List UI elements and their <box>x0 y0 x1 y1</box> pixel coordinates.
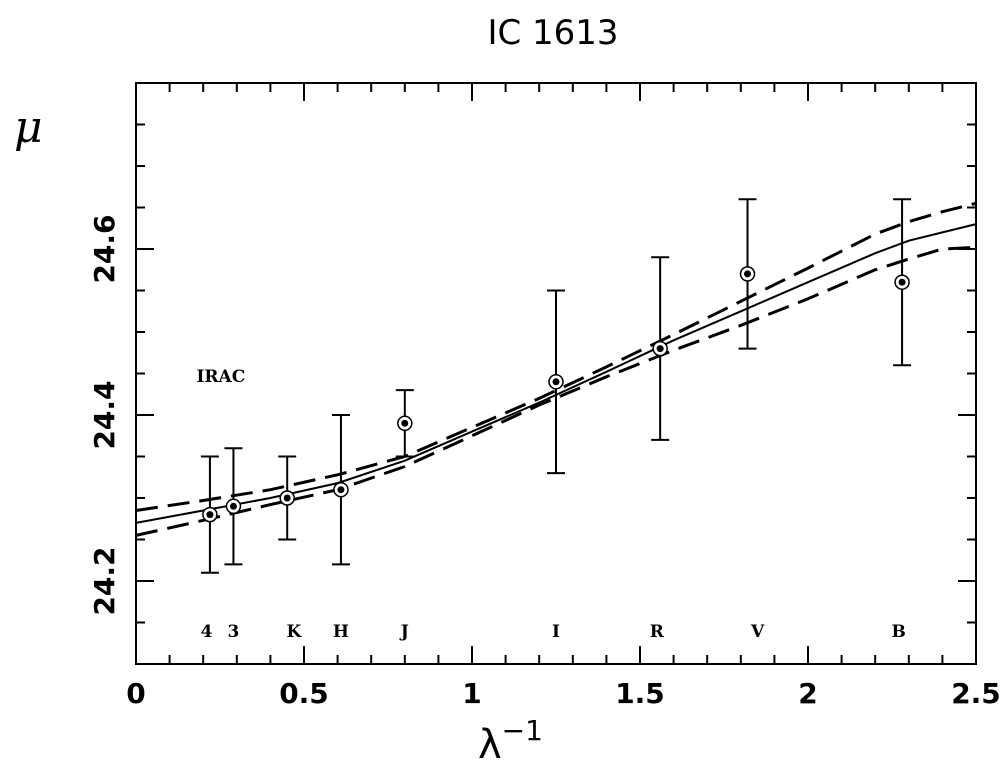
irac-annotation: IRAC <box>196 367 245 387</box>
y-tick-label: 24.4 <box>88 380 121 449</box>
x-tick-label: 0 <box>126 677 145 710</box>
band-label: R <box>650 622 665 642</box>
x-axis-label-exponent: −1 <box>502 714 543 747</box>
x-axis-label: λ <box>478 722 502 763</box>
x-tick-label: 2.5 <box>951 677 1001 710</box>
chart-title: IC 1613 <box>487 13 618 53</box>
band-label: V <box>750 622 765 642</box>
data-point <box>337 486 345 494</box>
data-point <box>744 270 752 278</box>
y-axis-label: μ <box>14 102 43 153</box>
x-tick-label: 1.5 <box>615 677 665 710</box>
band-label: K <box>287 622 303 642</box>
fit-curve-dashed <box>135 201 977 512</box>
band-label: B <box>892 622 906 642</box>
x-axis-label-group: λ−1 <box>478 714 543 763</box>
y-tick-label: 24.2 <box>88 546 121 615</box>
band-label: H <box>333 622 349 642</box>
data-point <box>283 494 291 502</box>
data-point <box>898 278 906 286</box>
data-point <box>229 502 237 510</box>
band-label: 3 <box>228 622 240 642</box>
plot-area: 0 0.5 1 1.5 2 2.5 24.2 24.4 24.6 4 3 K H J I R V B IRAC <box>88 82 1001 710</box>
y-tick-label: 24.6 <box>88 214 121 283</box>
band-label: I <box>552 622 560 642</box>
data-point <box>401 419 409 427</box>
band-label: 4 <box>201 622 213 642</box>
x-tick-label: 1 <box>462 677 481 710</box>
data-point <box>206 511 214 519</box>
band-label: J <box>399 622 409 642</box>
x-tick-label: 2 <box>798 677 817 710</box>
x-tick-label: 0.5 <box>279 677 329 710</box>
data-point <box>552 378 560 386</box>
data-point <box>656 345 664 353</box>
